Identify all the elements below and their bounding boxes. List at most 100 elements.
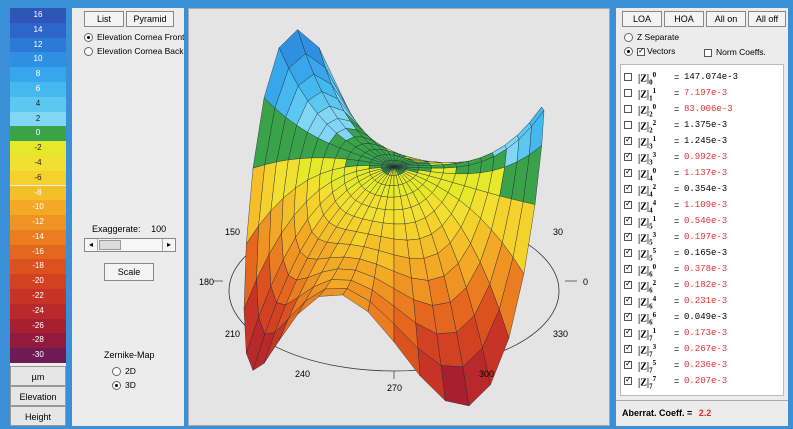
coefficient-name: |Z|73: [638, 343, 657, 359]
aberration-coeff-row: Aberrat. Coeff. = 2.2: [622, 408, 711, 418]
angle-label-210: 210: [225, 329, 240, 339]
scale-step: -28: [10, 333, 66, 349]
coefficient-checkbox[interactable]: [624, 183, 632, 193]
radio-3d[interactable]: 3D: [112, 380, 136, 391]
coefficient-checkbox[interactable]: [624, 105, 632, 113]
coefficient-checkbox[interactable]: [624, 121, 632, 129]
vectors-label: Vectors: [647, 46, 676, 56]
slider-thumb[interactable]: [99, 240, 121, 250]
radio-dot-selected: [624, 47, 633, 57]
control-panel: List Pyramid Elevation Cornea Front Elev…: [72, 8, 184, 426]
coefficient-checkbox[interactable]: [624, 199, 632, 209]
coefficient-value: 0.049e-3: [684, 312, 728, 322]
coefficient-checkbox[interactable]: [624, 215, 632, 225]
height-button[interactable]: Height: [10, 406, 66, 426]
surface-plot-svg: 150 180 210 240 270 300 330 0 30: [199, 28, 588, 407]
coefficient-checkbox[interactable]: [624, 247, 632, 257]
coefficient-value: 0.378e-3: [684, 264, 728, 274]
angle-label-270: 270: [387, 383, 402, 393]
surface-patch: [442, 167, 457, 175]
coefficient-checkbox[interactable]: [624, 375, 632, 385]
coefficient-checkbox[interactable]: [624, 295, 632, 305]
coefficient-row: |Z|31 = 1.245e-3: [624, 134, 784, 150]
hoa-button[interactable]: HOA: [664, 11, 704, 27]
scale-step: 12: [10, 37, 66, 53]
coefficient-row: |Z|64 = 0.231e-3: [624, 294, 784, 310]
norm-coeffs-option[interactable]: Norm Coeffs.: [704, 47, 766, 57]
coefficient-name: |Z|53: [638, 231, 657, 247]
coefficient-checkbox[interactable]: [624, 89, 632, 97]
all-off-button[interactable]: All off: [748, 11, 786, 27]
radio-elev-back[interactable]: Elevation Cornea Back: [84, 46, 184, 57]
angle-label-150: 150: [225, 227, 240, 237]
coefficient-name: |Z|40: [638, 167, 657, 183]
coefficient-equals: =: [674, 104, 680, 114]
z-separate-label: Z Separate: [637, 32, 680, 42]
coefficient-checkbox[interactable]: [624, 343, 632, 353]
loa-button[interactable]: LOA: [622, 11, 662, 27]
coefficient-name: |Z|51: [638, 215, 657, 231]
coefficient-name: |Z|71: [638, 327, 657, 343]
elevation-button[interactable]: Elevation: [10, 386, 66, 406]
exaggerate-slider[interactable]: ◂ ▸: [84, 238, 176, 252]
surface-patch: [380, 222, 395, 240]
angle-label-0: 0: [583, 277, 588, 287]
scale-step: -22: [10, 289, 66, 304]
radio-elev-front[interactable]: Elevation Cornea Front: [84, 32, 184, 43]
scale-step: -24: [10, 303, 66, 319]
scale-step: -8: [10, 185, 66, 201]
slider-left-arrow-icon[interactable]: ◂: [85, 239, 98, 251]
radio-vectors[interactable]: Vectors: [624, 46, 676, 57]
coefficient-name: |Z|66: [638, 311, 657, 327]
coefficient-row: |Z|73 = 0.267e-3: [624, 342, 784, 359]
unit-button[interactable]: µm: [10, 366, 66, 386]
scale-button[interactable]: Scale: [104, 263, 154, 281]
radio-z-separate[interactable]: Z Separate: [624, 32, 680, 43]
coefficient-checkbox[interactable]: [624, 151, 632, 161]
coefficient-equals: =: [674, 264, 680, 274]
surface-patch: [393, 223, 408, 241]
coefficient-value: 0.236e-3: [684, 360, 728, 370]
coefficient-value: 0.197e-3: [684, 232, 728, 242]
coefficient-equals: =: [674, 280, 680, 290]
coefficient-name: |Z|42: [638, 183, 657, 199]
coefficient-name: |Z|62: [638, 279, 657, 295]
coefficient-value: 0.173e-3: [684, 328, 728, 338]
coefficient-equals: =: [674, 168, 680, 178]
angle-label-300: 300: [479, 369, 494, 379]
coefficient-row: |Z|00 = 147.074e-3: [624, 70, 784, 86]
vectors-checkbox[interactable]: [637, 46, 645, 56]
coefficient-equals: =: [674, 152, 680, 162]
slider-right-arrow-icon[interactable]: ▸: [162, 239, 175, 251]
radio-dot-selected: [84, 33, 93, 43]
norm-coeffs-checkbox[interactable]: [704, 48, 712, 57]
list-tab[interactable]: List: [84, 11, 124, 27]
radio-elev-back-label: Elevation Cornea Back: [97, 46, 184, 56]
coefficient-checkbox[interactable]: [624, 311, 632, 321]
radio-dot: [112, 367, 121, 377]
scale-step: -6: [10, 170, 66, 186]
coefficient-checkbox[interactable]: [624, 327, 632, 337]
scale-step: -16: [10, 244, 66, 260]
coefficient-name: |Z|22: [638, 119, 657, 135]
pyramid-tab[interactable]: Pyramid: [126, 11, 174, 27]
coefficient-checkbox[interactable]: [624, 231, 632, 241]
coefficient-value: 0.267e-3: [684, 344, 728, 354]
coefficient-checkbox[interactable]: [624, 135, 632, 145]
coefficient-checkbox[interactable]: [624, 279, 632, 289]
zernike-3d-plot[interactable]: 150 180 210 240 270 300 330 0 30: [188, 8, 610, 426]
all-on-button[interactable]: All on: [706, 11, 746, 27]
coefficient-value: 1.137e-3: [684, 168, 728, 178]
coefficient-checkbox[interactable]: [624, 167, 632, 177]
coefficient-equals: =: [674, 296, 680, 306]
coefficient-equals: =: [674, 360, 680, 370]
coefficient-row: |Z|33 = 0.992e-3: [624, 150, 784, 166]
coefficient-checkbox[interactable]: [624, 73, 632, 81]
coefficient-value: 0.165e-3: [684, 248, 728, 258]
radio-2d[interactable]: 2D: [112, 366, 136, 377]
coefficient-checkbox[interactable]: [624, 263, 632, 273]
scale-step: -4: [10, 155, 66, 171]
coefficient-checkbox[interactable]: [624, 359, 632, 369]
coefficient-row: |Z|62 = 0.182e-3: [624, 278, 784, 295]
coefficient-value: 83.006e-3: [684, 104, 733, 114]
